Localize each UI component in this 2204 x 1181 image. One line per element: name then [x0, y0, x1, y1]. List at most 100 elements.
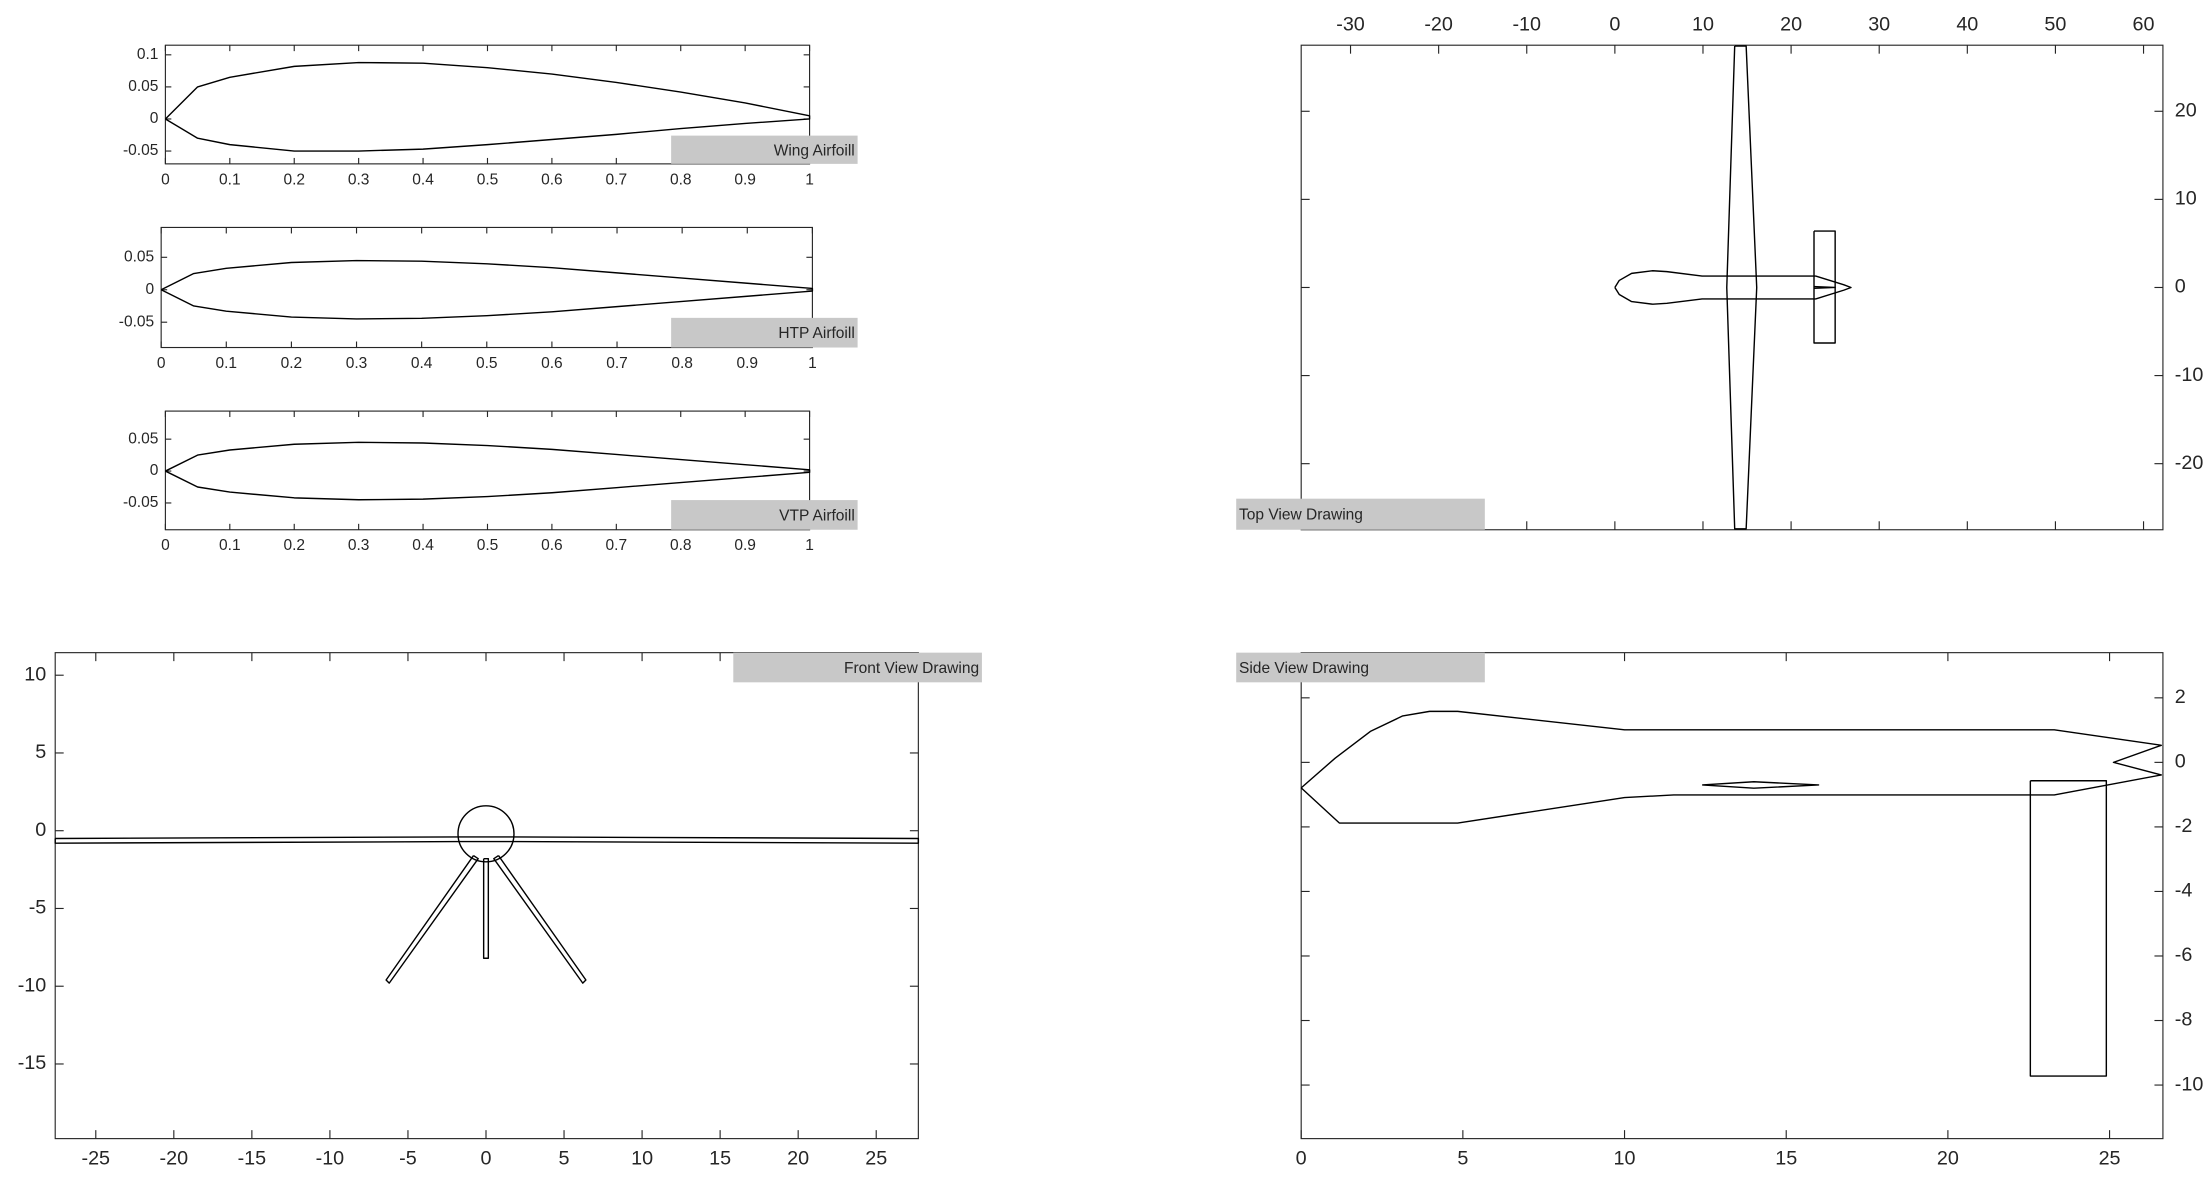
x-tick-label: 60 — [2133, 14, 2155, 36]
y-tick-label: 0 — [150, 462, 159, 479]
x-tick-label: 0.8 — [670, 171, 692, 188]
x-tick-label: 25 — [865, 1148, 887, 1170]
label-box — [671, 135, 858, 164]
x-tick-label: -10 — [1512, 14, 1541, 36]
x-tick-label: 0.9 — [736, 355, 758, 372]
y-tick-label: -0.05 — [119, 313, 154, 330]
x-tick-label: 0.5 — [476, 355, 498, 372]
outline — [164, 61, 811, 152]
y-tick-label: 0.1 — [137, 46, 159, 63]
x-tick-label: 0.5 — [477, 171, 499, 188]
y-tick-label: -10 — [2175, 364, 2204, 386]
x-tick-label: 0.7 — [606, 537, 628, 554]
x-tick-label: 10 — [1692, 14, 1714, 36]
x-tick-label: 0.4 — [411, 355, 433, 372]
x-tick-label: -15 — [238, 1148, 267, 1170]
panel-label: HTP Airfoill — [778, 325, 854, 342]
x-tick-label: 0.6 — [541, 171, 563, 188]
label-box — [671, 500, 858, 530]
x-tick-label: 20 — [1937, 1148, 1959, 1170]
label-box — [1236, 652, 1485, 683]
x-tick-label: 0 — [157, 355, 166, 372]
x-tick-label: 0 — [161, 171, 170, 188]
panel-label: Top View Drawing — [1239, 507, 1363, 524]
x-tick-label: 0.9 — [734, 171, 756, 188]
x-tick-label: 40 — [1956, 14, 1978, 36]
x-tick-label: -20 — [1424, 14, 1453, 36]
label-box — [1236, 498, 1485, 530]
outline — [1300, 710, 2163, 824]
panel-label: Side View Drawing — [1239, 660, 1369, 677]
y-tick-label: -20 — [2175, 452, 2204, 474]
x-tick-label: 1 — [805, 171, 814, 188]
x-tick-label: 0.2 — [281, 355, 303, 372]
x-tick-label: 0 — [1609, 14, 1620, 36]
x-tick-label: -10 — [316, 1148, 345, 1170]
y-tick-label: -10 — [18, 974, 47, 996]
x-tick-label: 0.1 — [219, 537, 241, 554]
x-tick-label: 0.8 — [670, 537, 692, 554]
x-tick-label: 0 — [161, 537, 170, 554]
x-tick-label: -20 — [160, 1148, 189, 1170]
y-tick-label: -6 — [2175, 944, 2193, 966]
outline — [1813, 230, 1836, 344]
y-tick-label: -15 — [18, 1052, 47, 1074]
y-tick-label: 0.05 — [128, 430, 158, 447]
x-tick-label: 0.3 — [348, 171, 370, 188]
outline — [385, 855, 479, 984]
y-tick-label: -5 — [29, 897, 47, 919]
panel: 0 0.1 0.2 0.3 0.4 0.5 0.6 0.7 0.8 0.9 1 -0.05 0 0.05 H… — [119, 226, 858, 372]
y-tick-label: -8 — [2175, 1009, 2193, 1031]
panel: 0 0.1 0.2 0.3 0.4 0.5 0.6 0.7 0.8 0.9 1-0.0500.050… — [123, 44, 858, 188]
y-tick-label: 0.05 — [124, 248, 154, 265]
y-tick-label: -10 — [2175, 1073, 2204, 1095]
panel-label: Front View Drawing — [844, 660, 979, 677]
panel-label: VTP Airfoill — [779, 507, 855, 524]
outline — [1614, 270, 1852, 305]
outline — [482, 858, 490, 959]
outline — [165, 441, 811, 501]
x-tick-label: 0.6 — [541, 537, 563, 554]
y-tick-label: 0 — [35, 819, 46, 841]
x-tick-label: 1 — [808, 355, 817, 372]
x-tick-label: -5 — [399, 1148, 417, 1170]
label-box — [733, 652, 982, 683]
x-tick-label: 5 — [1457, 1148, 1468, 1170]
x-tick-label: 20 — [787, 1148, 809, 1170]
fuselage-section — [457, 805, 515, 863]
outline — [1726, 45, 1758, 530]
x-tick-label: 0.3 — [346, 355, 368, 372]
x-tick-label: 0.8 — [671, 355, 693, 372]
y-tick-label: 0.05 — [128, 78, 158, 95]
y-tick-label: 20 — [2175, 99, 2197, 121]
panel: 0 5 10 15 20 25 -10 -8 -6 -4 -2 0 2 Side View Drawing — [1236, 652, 2204, 1170]
x-tick-label: 10 — [1614, 1148, 1636, 1170]
panel-label: Wing Airfoill — [774, 142, 855, 159]
x-tick-label: 0 — [1296, 1148, 1307, 1170]
y-tick-label: 10 — [2175, 188, 2197, 210]
x-tick-label: 0.1 — [219, 171, 241, 188]
y-tick-label: 0 — [2175, 276, 2186, 298]
outline — [54, 836, 920, 844]
y-tick-label: -4 — [2175, 880, 2193, 902]
x-tick-label: 0.6 — [541, 355, 563, 372]
y-tick-label: 0 — [2175, 751, 2186, 773]
y-tick-label: 2 — [2175, 686, 2186, 708]
x-tick-label: -30 — [1336, 14, 1365, 36]
x-tick-label: 0.1 — [215, 355, 237, 372]
panel: 0 0.1 0.2 0.3 0.4 0.5 0.6 0.7 0.8 0.9 1 -0.05 0 0.05 V… — [123, 410, 858, 554]
x-tick-label: 0.2 — [283, 537, 305, 554]
x-tick-label: 0.9 — [734, 537, 756, 554]
y-tick-label: 5 — [35, 741, 46, 763]
y-tick-label: -2 — [2175, 815, 2193, 837]
outline — [160, 259, 814, 320]
y-tick-label: 10 — [24, 663, 46, 685]
outline — [1702, 781, 1820, 789]
x-tick-label: 0 — [480, 1148, 491, 1170]
x-tick-label: 0.2 — [283, 171, 305, 188]
y-tick-label: 0 — [150, 110, 159, 127]
x-tick-label: 25 — [2099, 1148, 2121, 1170]
outline — [1813, 285, 1836, 290]
x-tick-label: 20 — [1780, 14, 1802, 36]
